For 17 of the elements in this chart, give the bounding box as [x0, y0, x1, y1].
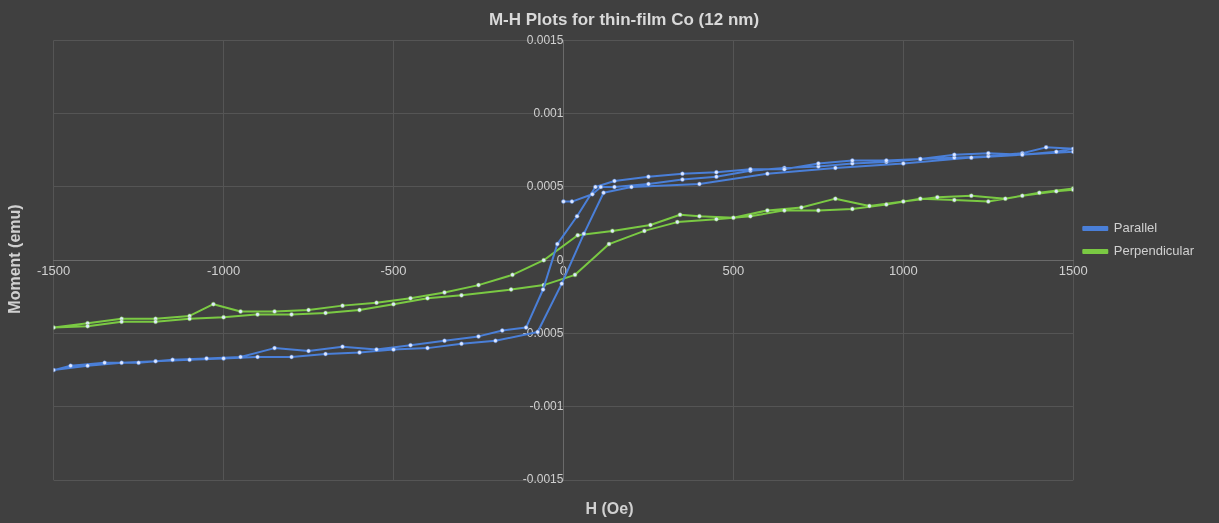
y-tick-label: -0.0015 [522, 472, 564, 487]
y-tick-label: 0.0015 [526, 32, 564, 47]
y-tick-label: 0.001 [533, 105, 564, 120]
legend-label: Parallel [1113, 220, 1158, 236]
x-tick-label: 500 [722, 262, 745, 278]
x-tick-label: -1500 [37, 262, 71, 278]
y-tick-label: 0.0005 [526, 179, 564, 194]
x-tick-label: 1500 [1058, 262, 1088, 278]
y-tick-label: 0 [556, 252, 564, 267]
y-tick-label: -0.001 [529, 399, 564, 414]
y-axis-title: Moment (emu) [6, 203, 24, 316]
x-axis-title: H (Oe) [584, 500, 635, 518]
x-tick-label: -1000 [206, 262, 241, 278]
legend-label: Perpendicular [1113, 243, 1195, 259]
x-tick-label: -500 [380, 262, 407, 278]
chart-title: M-H Plots for thin-film Co (12 nm) [488, 9, 760, 29]
x-tick-label: 1000 [888, 262, 918, 278]
